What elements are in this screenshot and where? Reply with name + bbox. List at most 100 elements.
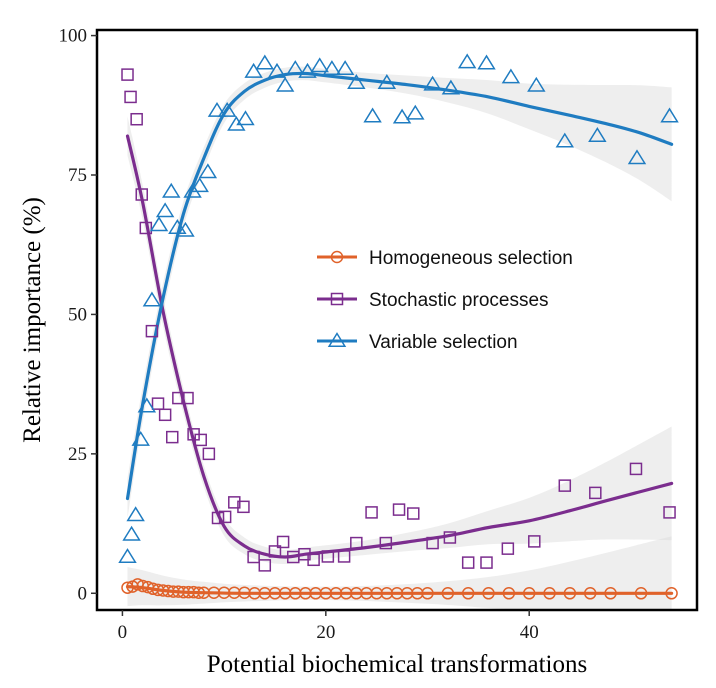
variable-selection-point: [142, 291, 162, 307]
variable-selection-confidence-band: [127, 66, 672, 518]
variable-selection-point: [176, 221, 195, 237]
variable-selection-point: [555, 132, 575, 148]
legend-background: [306, 234, 616, 364]
homogeneous-selection-point: [583, 587, 597, 600]
variable-selection-point: [298, 62, 317, 78]
stochastic-processes-point: [218, 510, 232, 524]
homogeneous-selection-point: [522, 587, 536, 600]
legend-key-marker: [327, 332, 347, 347]
variable-selection-fit-line: [125, 71, 674, 501]
homogeneous-selection-point: [329, 587, 343, 600]
variable-selection-point: [310, 57, 329, 73]
homogeneous-selection-point: [339, 587, 353, 600]
variable-selection-point: [347, 74, 366, 89]
stochastic-processes-point: [135, 188, 148, 201]
stochastic-processes-point: [337, 550, 351, 563]
y-axis-title: Relative importance (%): [19, 197, 46, 443]
homogeneous-selection-point: [197, 586, 211, 599]
legend: Homogeneous selection Stochastic processe…: [306, 234, 616, 364]
variable-selection-point: [527, 76, 546, 92]
variable-selection-point: [335, 60, 355, 76]
homogeneous-selection-point: [172, 585, 185, 598]
homogeneous-selection-point: [167, 585, 180, 598]
variable-selection-point: [118, 548, 137, 564]
variable-selection-point: [131, 430, 150, 446]
stochastic-processes-point: [321, 550, 335, 563]
y-tick-label: 0: [78, 583, 88, 604]
variable-selection-point: [363, 107, 382, 123]
homogeneous-selection-point: [268, 587, 282, 600]
homogeneous-selection-point: [187, 585, 200, 599]
variable-selection-point: [588, 127, 607, 142]
y-tick-label: 50: [68, 304, 87, 325]
homogeneous-selection-point: [350, 587, 363, 600]
stochastic-processes-point: [211, 511, 225, 525]
variable-selection-point: [190, 177, 209, 193]
stochastic-processes-point: [228, 496, 241, 509]
variable-selection-point: [660, 107, 679, 123]
legend-key-marker: [330, 250, 344, 264]
legend-label: Homogeneous selection: [369, 248, 573, 269]
homogeneous-selection-point: [634, 587, 648, 600]
homogeneous-selection-point: [319, 587, 333, 600]
homogeneous-selection-point: [370, 587, 383, 600]
homogeneous-selection-point: [441, 587, 455, 600]
stochastic-processes-point: [202, 447, 216, 461]
homogeneous-selection-point: [289, 587, 302, 600]
homogeneous-selection-point: [299, 587, 312, 600]
stochastic-processes-point: [121, 68, 134, 81]
homogeneous-selection-point: [217, 586, 231, 599]
homogeneous-selection-point: [665, 587, 678, 600]
stochastic-processes-confidence-band: [127, 116, 672, 565]
homogeneous-selection-point: [543, 587, 556, 600]
homogeneous-selection-point: [248, 587, 261, 600]
variable-selection-point: [627, 149, 647, 165]
variable-selection-point: [122, 525, 141, 541]
variable-selection-point: [162, 182, 181, 198]
homogeneous-selection-point: [563, 587, 577, 600]
variable-selection-point: [149, 216, 169, 232]
stochastic-processes-point: [145, 324, 159, 338]
variable-selection-point: [227, 115, 246, 131]
variable-selection-point: [168, 219, 187, 234]
variable-selection-point: [217, 101, 237, 117]
stochastic-processes-point: [172, 391, 185, 405]
stochastic-processes-point: [194, 433, 207, 447]
stochastic-processes-point: [124, 90, 137, 104]
stochastic-processes-point: [166, 430, 179, 444]
data-markers: [118, 53, 679, 600]
variable-selection-point: [477, 54, 496, 70]
legend-label: Variable selection: [369, 332, 518, 353]
stochastic-processes-point: [139, 221, 153, 235]
homogeneous-selection-point: [380, 587, 394, 600]
homogeneous-selection-point: [258, 587, 272, 600]
homogeneous-selection-point: [238, 586, 251, 599]
variable-selection-point: [137, 397, 157, 413]
stochastic-processes-point: [663, 506, 676, 519]
variable-selection-point: [207, 101, 227, 117]
stochastic-processes-point: [130, 112, 143, 126]
stochastic-processes-point: [629, 462, 643, 476]
variable-selection-point: [501, 68, 521, 84]
homogeneous-selection-point: [177, 585, 190, 599]
y-tick-label: 75: [68, 165, 87, 186]
stochastic-processes-point: [365, 506, 378, 519]
homogeneous-selection-point: [604, 587, 617, 600]
homogeneous-selection-point: [192, 586, 205, 599]
variable-selection-point: [198, 163, 218, 179]
variable-selection-point: [441, 79, 461, 95]
stochastic-processes-point: [589, 486, 602, 500]
stochastic-processes-point: [268, 545, 282, 558]
stochastic-processes-point: [151, 397, 165, 410]
x-tick-label: 20: [316, 622, 335, 643]
variable-selection-point: [236, 110, 255, 126]
stochastic-processes-point: [247, 550, 260, 564]
y-tick-label: 25: [68, 444, 87, 465]
stochastic-processes-point: [392, 503, 406, 516]
stochastic-processes-point: [237, 500, 250, 514]
stochastic-processes-point: [528, 535, 541, 548]
homogeneous-selection-point: [502, 587, 516, 600]
stochastic-processes-point: [501, 542, 515, 555]
variable-selection-point: [423, 75, 442, 91]
